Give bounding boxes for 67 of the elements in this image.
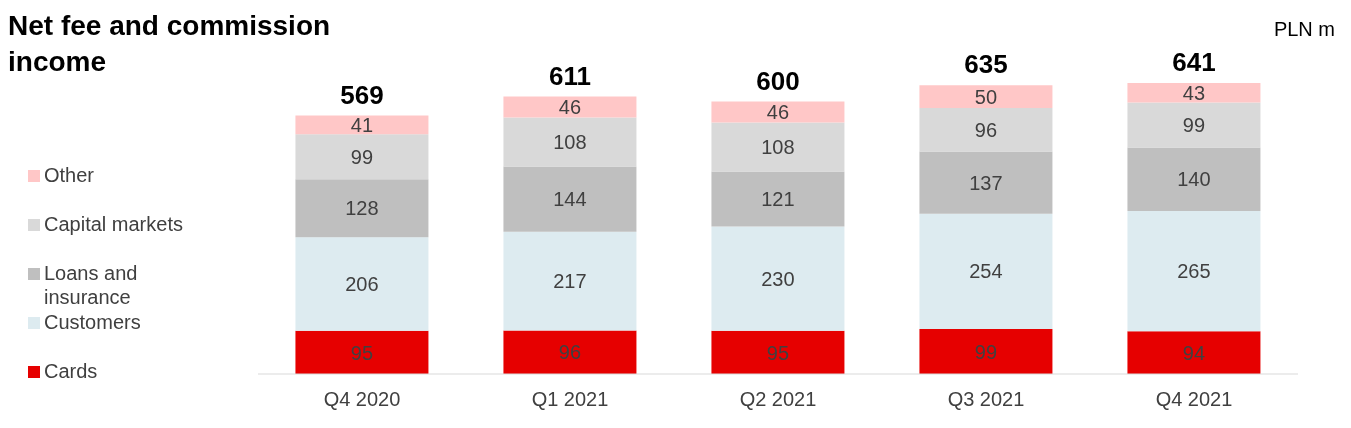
bar (295, 179, 429, 238)
data-label: 128 (345, 197, 379, 220)
data-label: 206 (345, 273, 379, 296)
data-label: 95 (766, 341, 790, 364)
bar (503, 96, 637, 118)
bar (711, 171, 845, 227)
total-label: 611 (548, 60, 591, 91)
text: PLN m (1273, 18, 1335, 41)
bar (1127, 102, 1261, 148)
total-label: 600 (756, 65, 800, 96)
bar (295, 237, 429, 331)
legend-label: Capital markets (44, 212, 184, 236)
bar (711, 330, 845, 374)
legend-label: Other (44, 163, 96, 187)
bar (295, 115, 429, 135)
data-label: 50 (974, 85, 998, 108)
bar (295, 134, 429, 180)
total-label: 569 (340, 79, 384, 110)
data-label: 254 (969, 260, 1003, 283)
data-label: 108 (553, 131, 587, 154)
data-label: 99 (1182, 114, 1206, 137)
bar (503, 166, 637, 232)
bar (919, 329, 1053, 374)
data-label: 230 (761, 267, 795, 290)
legend-label: Customers (44, 310, 142, 334)
x-tick-label: Q1 2021 (531, 388, 609, 411)
total-label: 635 (964, 49, 1008, 80)
x-tick-label: Q4 2021 (1155, 388, 1233, 411)
data-label: 94 (1182, 341, 1206, 364)
data-label: 99 (350, 145, 374, 168)
x-tick-label: Q4 2020 (323, 388, 401, 411)
legend-label: Cards (44, 359, 99, 383)
bar (711, 101, 845, 123)
chart-title: Net fee and commission income (8, 9, 332, 79)
data-label: 121 (761, 188, 795, 211)
bar (1127, 331, 1261, 374)
data-label: 96 (558, 341, 582, 364)
bar (503, 231, 637, 331)
bar (503, 117, 637, 167)
bar (1127, 147, 1261, 211)
bar (295, 330, 429, 374)
bar (711, 122, 845, 172)
data-label: 140 (1177, 168, 1211, 191)
data-label: 95 (350, 341, 374, 364)
data-label: 99 (974, 340, 998, 363)
bar (919, 85, 1053, 108)
bar (919, 107, 1053, 152)
bar (711, 226, 845, 331)
bar (919, 151, 1053, 214)
bar (1127, 210, 1261, 332)
legend-label: Loans and insurance (44, 261, 139, 309)
bar (919, 213, 1053, 330)
data-label: 43 (1182, 81, 1206, 104)
data-label: 46 (766, 101, 790, 124)
x-tick-label: Q3 2021 (947, 388, 1025, 411)
data-label: 137 (969, 171, 1003, 194)
x-tick-label: Q2 2021 (739, 388, 817, 411)
data-label: 96 (974, 118, 998, 141)
data-label: 41 (350, 114, 374, 137)
data-label: 108 (761, 136, 795, 159)
data-label: 265 (1177, 260, 1211, 283)
bar (1127, 82, 1261, 103)
data-label: 217 (553, 270, 587, 293)
bar (503, 330, 637, 374)
data-label: 46 (558, 96, 582, 119)
data-label: 144 (553, 188, 587, 211)
total-label: 641 (1172, 46, 1216, 77)
